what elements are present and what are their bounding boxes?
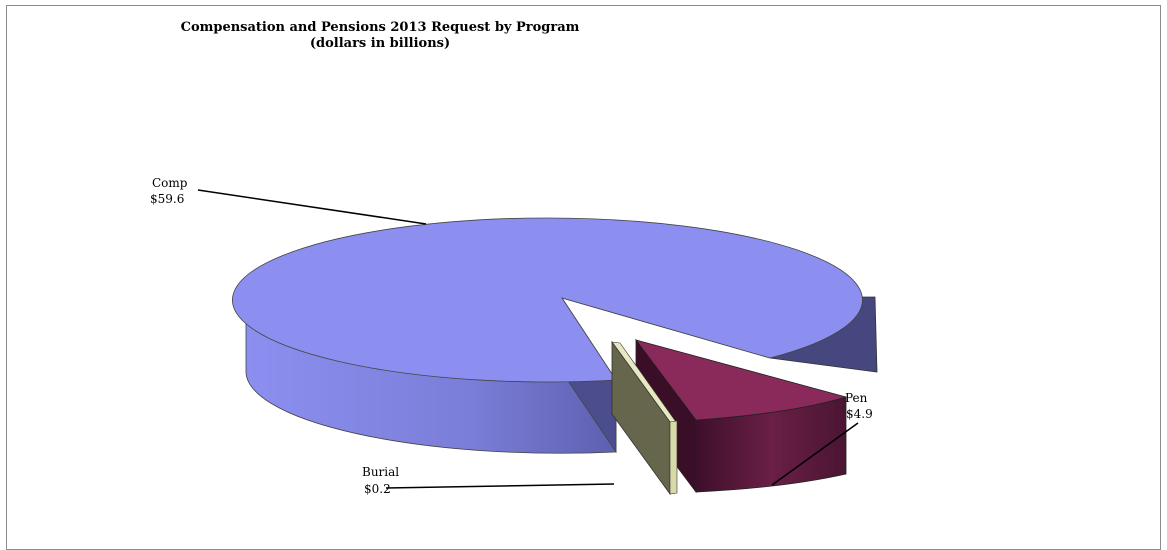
label-comp-name: Comp (152, 176, 188, 190)
chart-title-block: Compensation and Pensions 2013 Request b… (170, 20, 590, 52)
pie-slice-burial (611, 340, 678, 496)
leader-line-burial (385, 483, 615, 489)
label-pen-value: $4.9 (846, 407, 873, 421)
label-pen-name: Pen (845, 391, 868, 405)
label-comp-value: $59.6 (150, 192, 184, 206)
chart-title: Compensation and Pensions 2013 Request b… (180, 20, 580, 35)
label-burial-value: $0.2 (364, 482, 391, 496)
pie-slice-comp (232, 217, 878, 454)
label-burial-name: Burial (362, 465, 399, 479)
chart-subtitle: (dollars in billions) (309, 36, 451, 51)
leader-line-pen (771, 422, 859, 486)
leader-line-comp (197, 189, 427, 225)
